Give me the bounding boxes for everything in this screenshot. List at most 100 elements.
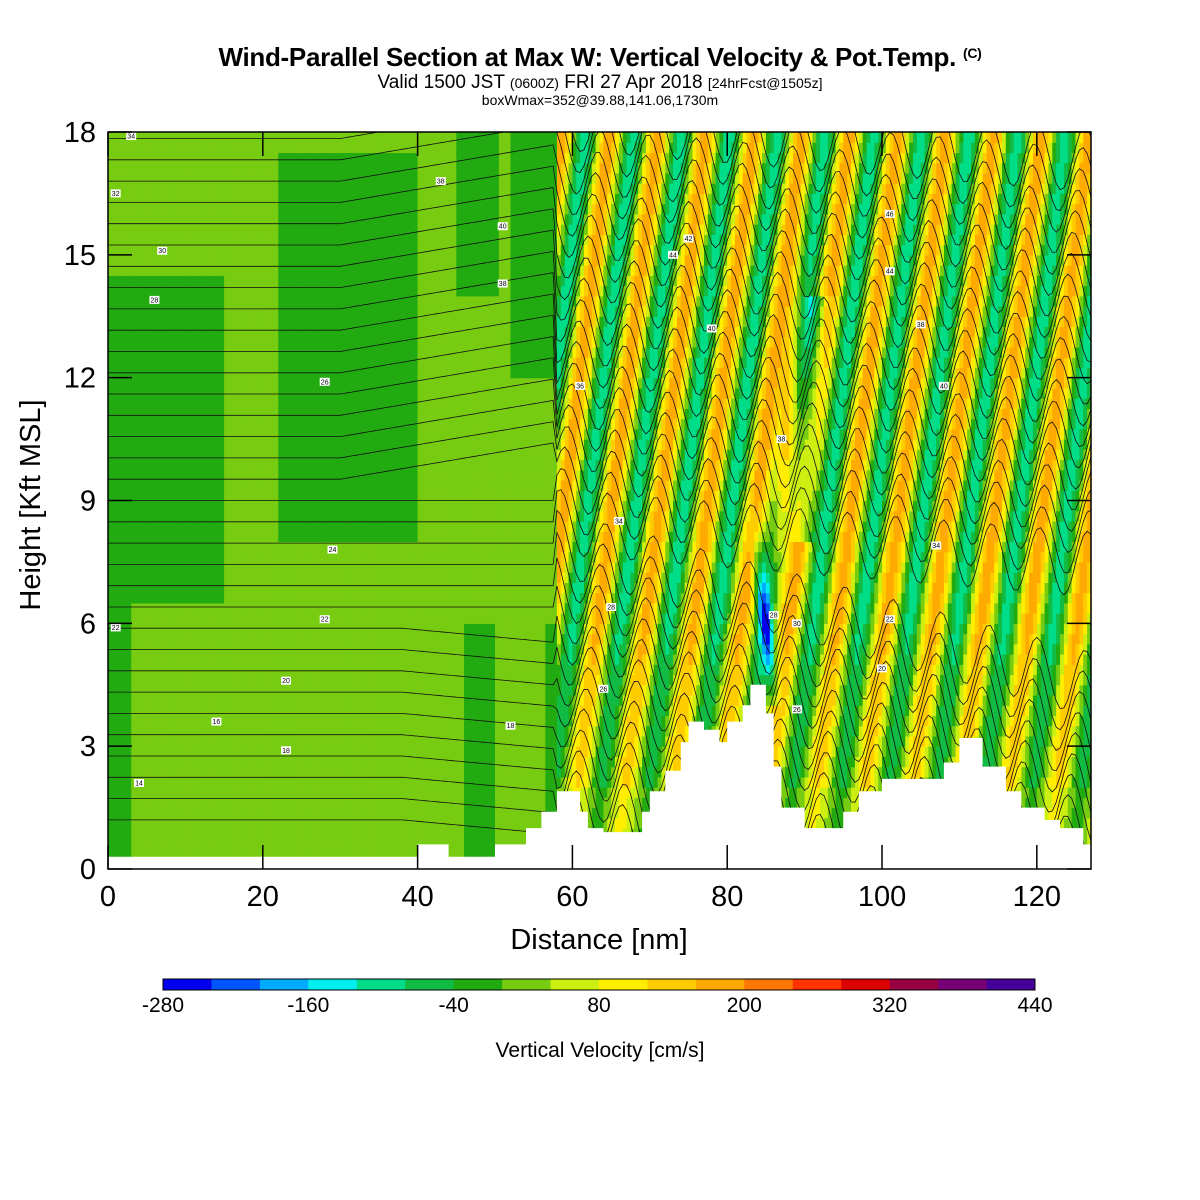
velocity-cell xyxy=(255,408,260,420)
velocity-cell xyxy=(247,418,252,430)
velocity-cell xyxy=(274,295,279,307)
velocity-cell xyxy=(193,398,198,409)
velocity-cell xyxy=(235,828,241,839)
velocity-cell xyxy=(108,561,113,573)
velocity-cell xyxy=(189,725,194,737)
velocity-cell xyxy=(332,654,337,665)
velocity-cell xyxy=(166,152,171,164)
velocity-cell xyxy=(297,244,303,256)
velocity-cell xyxy=(208,439,214,450)
velocity-cell xyxy=(227,183,233,195)
velocity-cell xyxy=(336,520,341,532)
velocity-cell xyxy=(216,224,221,235)
velocity-cell xyxy=(115,254,121,266)
velocity-cell xyxy=(119,807,125,819)
velocity-cell xyxy=(336,224,341,235)
velocity-cell xyxy=(123,684,128,696)
velocity-cell xyxy=(297,203,303,215)
velocity-cell xyxy=(313,776,318,788)
velocity-cell xyxy=(363,694,368,706)
velocity-cell xyxy=(177,132,183,143)
velocity-cell xyxy=(270,449,276,461)
velocity-cell xyxy=(197,746,202,758)
velocity-cell xyxy=(127,172,132,184)
velocity-cell xyxy=(332,756,337,768)
velocity-cell xyxy=(266,336,272,348)
velocity-cell xyxy=(177,254,183,266)
velocity-cell xyxy=(173,172,179,184)
velocity-cell xyxy=(316,510,322,522)
velocity-cell xyxy=(351,602,357,614)
velocity-cell xyxy=(193,418,198,430)
velocity-cell xyxy=(270,306,276,317)
velocity-cell xyxy=(266,613,272,624)
velocity-cell xyxy=(243,664,248,676)
velocity-cell xyxy=(108,674,113,686)
velocity-cell xyxy=(340,735,345,747)
velocity-cell xyxy=(127,193,132,205)
velocity-cell xyxy=(258,664,264,676)
velocity-cell xyxy=(150,633,156,645)
velocity-cell xyxy=(181,623,186,635)
velocity-cell xyxy=(154,787,159,798)
velocity-cell xyxy=(158,213,163,225)
velocity-cell xyxy=(274,500,279,512)
velocity-cell xyxy=(309,275,314,287)
velocity-cell xyxy=(173,674,179,686)
velocity-cell xyxy=(189,848,194,860)
velocity-cell xyxy=(193,132,198,143)
velocity-cell xyxy=(309,582,314,594)
velocity-cell xyxy=(166,490,171,502)
velocity-cell xyxy=(135,387,140,399)
velocity-cell xyxy=(266,203,272,215)
velocity-cell xyxy=(146,500,152,512)
velocity-cell xyxy=(270,664,276,676)
velocity-cell xyxy=(150,787,156,798)
velocity-cell xyxy=(359,398,365,409)
velocity-cell xyxy=(282,449,287,461)
velocity-cell xyxy=(158,275,163,287)
velocity-cell xyxy=(258,172,264,184)
velocity-cell xyxy=(363,520,368,532)
velocity-cell xyxy=(359,316,365,328)
velocity-cell xyxy=(123,469,128,481)
velocity-cell xyxy=(131,377,136,389)
velocity-cell xyxy=(305,398,310,409)
velocity-cell xyxy=(270,162,276,174)
velocity-cell xyxy=(297,756,303,768)
velocity-cell xyxy=(367,142,372,154)
velocity-cell xyxy=(146,592,152,604)
velocity-cell xyxy=(301,357,306,369)
velocity-cell xyxy=(309,623,314,635)
velocity-cell xyxy=(166,572,171,583)
velocity-cell xyxy=(224,766,229,778)
velocity-cell xyxy=(135,674,140,686)
velocity-cell xyxy=(200,439,206,450)
velocity-cell xyxy=(359,336,365,348)
velocity-cell xyxy=(243,203,248,215)
velocity-cell xyxy=(309,459,314,471)
velocity-cell xyxy=(247,613,252,624)
velocity-cell xyxy=(258,531,264,543)
velocity-cell xyxy=(150,572,156,583)
velocity-cell xyxy=(200,623,206,635)
velocity-cell xyxy=(216,633,221,645)
velocity-cell xyxy=(216,735,221,747)
velocity-cell xyxy=(200,715,206,727)
velocity-cell xyxy=(247,674,252,686)
velocity-cell xyxy=(278,132,283,143)
velocity-cell xyxy=(305,561,310,573)
velocity-cell xyxy=(200,254,206,266)
velocity-cell xyxy=(332,746,337,758)
velocity-cell xyxy=(278,439,283,450)
velocity-cell xyxy=(274,551,279,563)
velocity-cell xyxy=(355,633,361,645)
velocity-cell xyxy=(138,469,144,481)
velocity-cell xyxy=(332,244,337,256)
velocity-cell xyxy=(255,500,260,512)
velocity-cell xyxy=(150,183,156,195)
velocity-cell xyxy=(297,234,303,246)
velocity-cell xyxy=(173,234,179,246)
velocity-cell xyxy=(274,838,279,850)
velocity-cell xyxy=(115,807,121,819)
